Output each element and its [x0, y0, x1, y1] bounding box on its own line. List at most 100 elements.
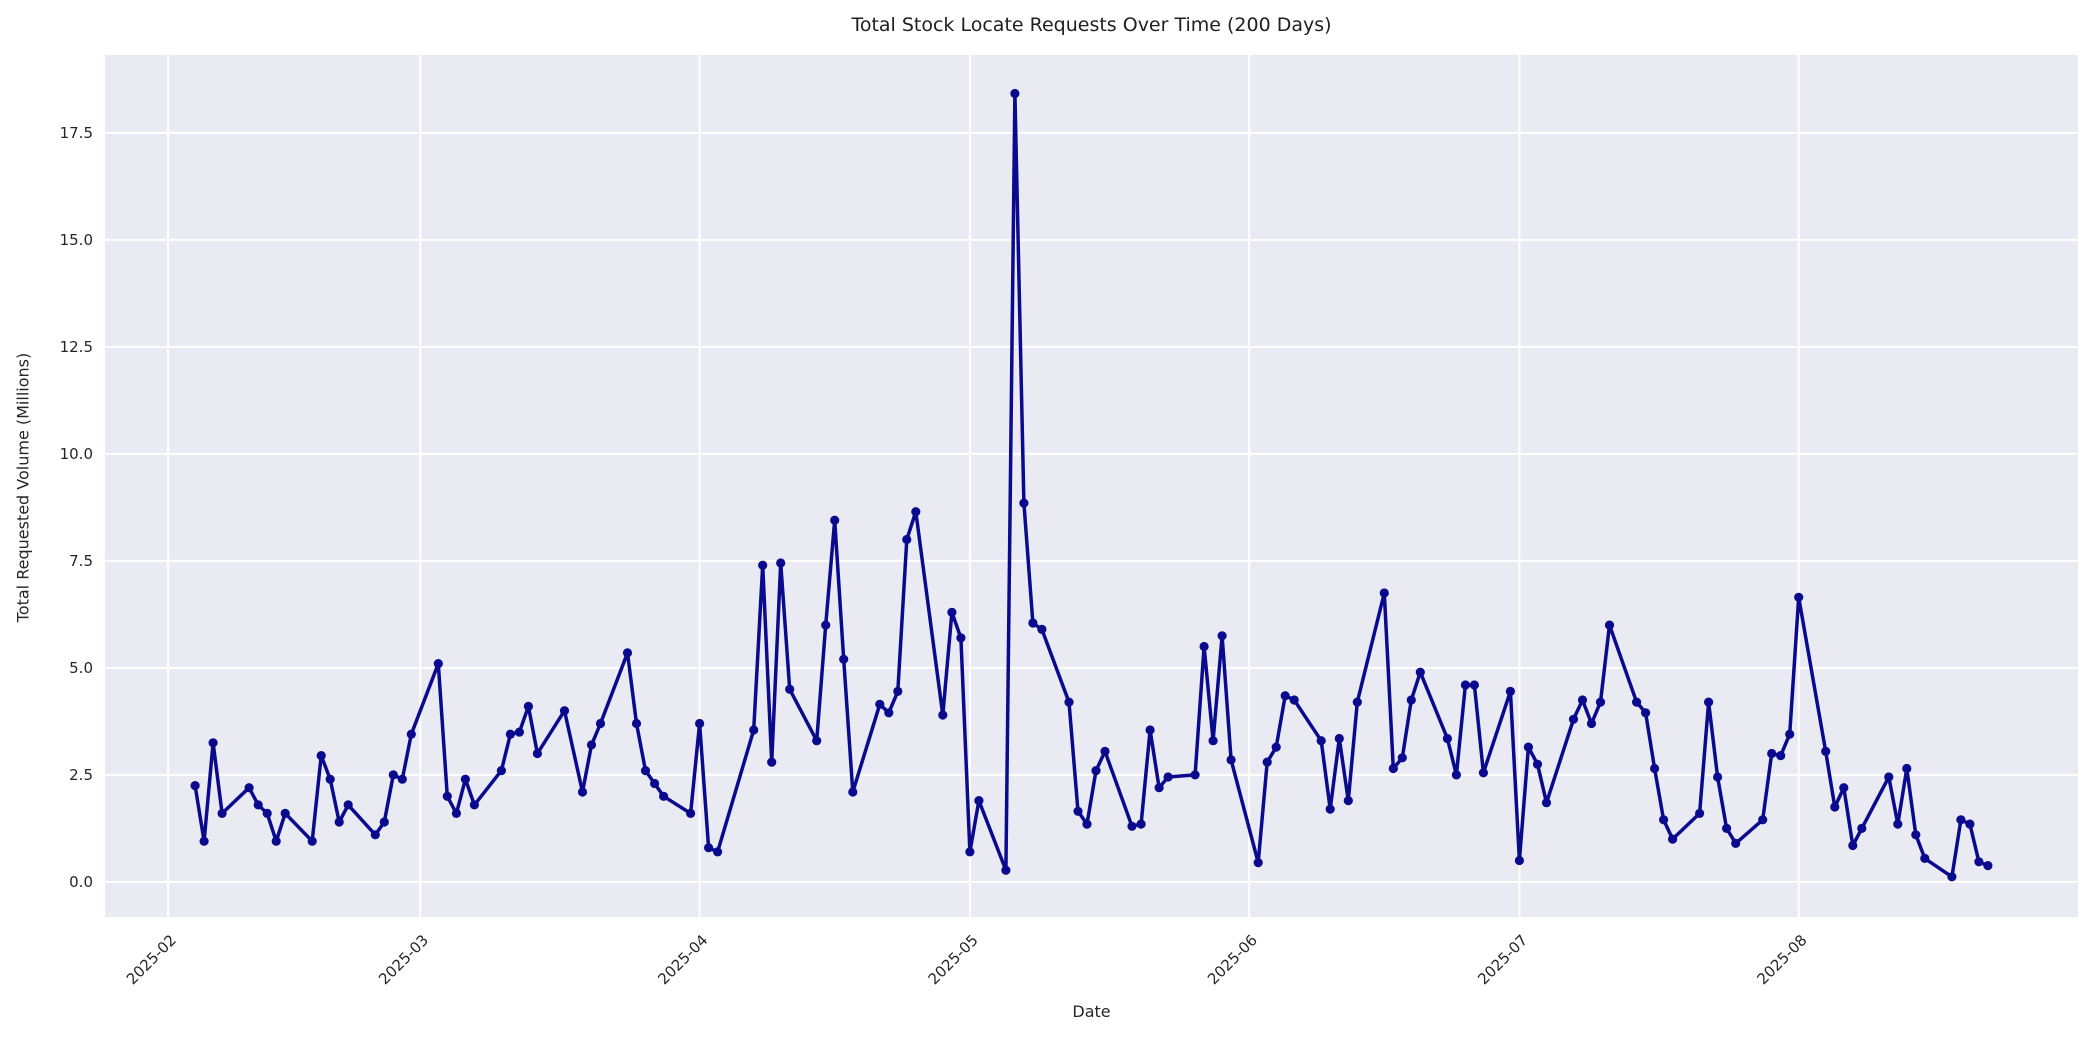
x-tick-label: 2025-05 [925, 931, 982, 988]
data-point [1920, 853, 1930, 864]
data-point [1758, 815, 1768, 825]
data-point [1956, 815, 1966, 825]
data-point [280, 808, 290, 819]
data-point [325, 774, 335, 784]
data-point [1343, 796, 1353, 806]
data-point [334, 817, 344, 827]
data-point [1632, 697, 1642, 707]
data-point [1064, 697, 1074, 707]
data-point [1668, 834, 1678, 844]
data-point [1352, 697, 1362, 707]
data-point [1848, 840, 1858, 851]
data-point [1469, 680, 1479, 690]
data-point [875, 699, 885, 709]
data-point [839, 654, 849, 664]
data-point [686, 808, 696, 819]
data-point [1641, 708, 1651, 718]
data-point [911, 507, 921, 517]
x-tick-label: 2025-02 [123, 931, 180, 988]
data-point [1776, 751, 1786, 761]
data-point [1785, 729, 1795, 739]
data-point [1100, 746, 1110, 757]
data-point [659, 791, 669, 801]
x-tick-label: 2025-06 [1204, 931, 1261, 988]
y-tick-label: 12.5 [60, 338, 93, 356]
data-point [595, 718, 606, 729]
data-point [1451, 770, 1461, 780]
data-point [893, 686, 903, 697]
data-point [640, 766, 651, 776]
data-point [947, 607, 957, 617]
data-point [559, 706, 570, 716]
data-point [1965, 819, 1975, 829]
data-point [1199, 641, 1209, 652]
data-point [1983, 861, 1993, 871]
data-point [1586, 718, 1597, 729]
data-point [1902, 763, 1912, 774]
data-point [1253, 858, 1263, 868]
data-point [1704, 697, 1714, 707]
x-tick-label: 2025-03 [375, 931, 432, 988]
data-point [244, 783, 254, 793]
y-axis-label: Total Requested Volume (Millions) [13, 352, 33, 623]
data-point [938, 710, 948, 720]
data-point [1190, 770, 1200, 780]
data-point [253, 800, 263, 810]
chart-title: Total Stock Locate Requests Over Time (2… [851, 14, 1332, 36]
data-point [1091, 766, 1101, 776]
data-point [1947, 872, 1957, 882]
data-point [577, 787, 588, 797]
data-point [370, 830, 380, 840]
data-point [650, 778, 660, 789]
data-point [343, 800, 353, 810]
y-tick-label: 10.0 [60, 445, 93, 463]
data-point [1974, 857, 1984, 867]
data-point [1767, 748, 1777, 759]
data-point [1379, 588, 1389, 598]
y-tick-label: 5.0 [69, 659, 93, 677]
data-point [1794, 592, 1804, 602]
data-point [1731, 838, 1741, 849]
data-point [1821, 746, 1831, 757]
data-point [1442, 733, 1452, 744]
data-point [1523, 742, 1533, 752]
x-tick-label: 2025-07 [1474, 931, 1531, 988]
data-point [1217, 631, 1227, 641]
data-point [884, 708, 894, 718]
data-point [1659, 815, 1669, 825]
data-point [1532, 759, 1543, 769]
data-point [388, 770, 398, 780]
data-point [776, 558, 786, 568]
data-point [217, 808, 227, 819]
plot-background [105, 55, 2078, 917]
data-point [451, 808, 461, 819]
data-point [1262, 757, 1272, 767]
data-point [1722, 823, 1732, 834]
data-point [1650, 763, 1660, 774]
data-point [406, 729, 416, 739]
data-point [1415, 667, 1425, 677]
data-point [1541, 798, 1552, 808]
data-point [1397, 753, 1407, 763]
data-point [1514, 855, 1524, 866]
data-point [1406, 695, 1416, 705]
data-point [1037, 624, 1047, 635]
data-point [1145, 725, 1155, 735]
data-point [758, 560, 768, 570]
data-point [586, 740, 597, 750]
data-point [1325, 804, 1335, 814]
data-point [505, 729, 515, 739]
data-point [812, 736, 822, 746]
data-point [965, 847, 975, 857]
y-tick-label: 17.5 [60, 124, 93, 142]
data-point [1884, 772, 1894, 782]
data-point [1857, 823, 1867, 834]
data-point [704, 843, 714, 853]
data-point [1280, 691, 1290, 701]
data-point [695, 718, 705, 729]
data-point [767, 757, 777, 767]
y-tick-label: 7.5 [69, 552, 93, 570]
data-point [433, 659, 443, 669]
